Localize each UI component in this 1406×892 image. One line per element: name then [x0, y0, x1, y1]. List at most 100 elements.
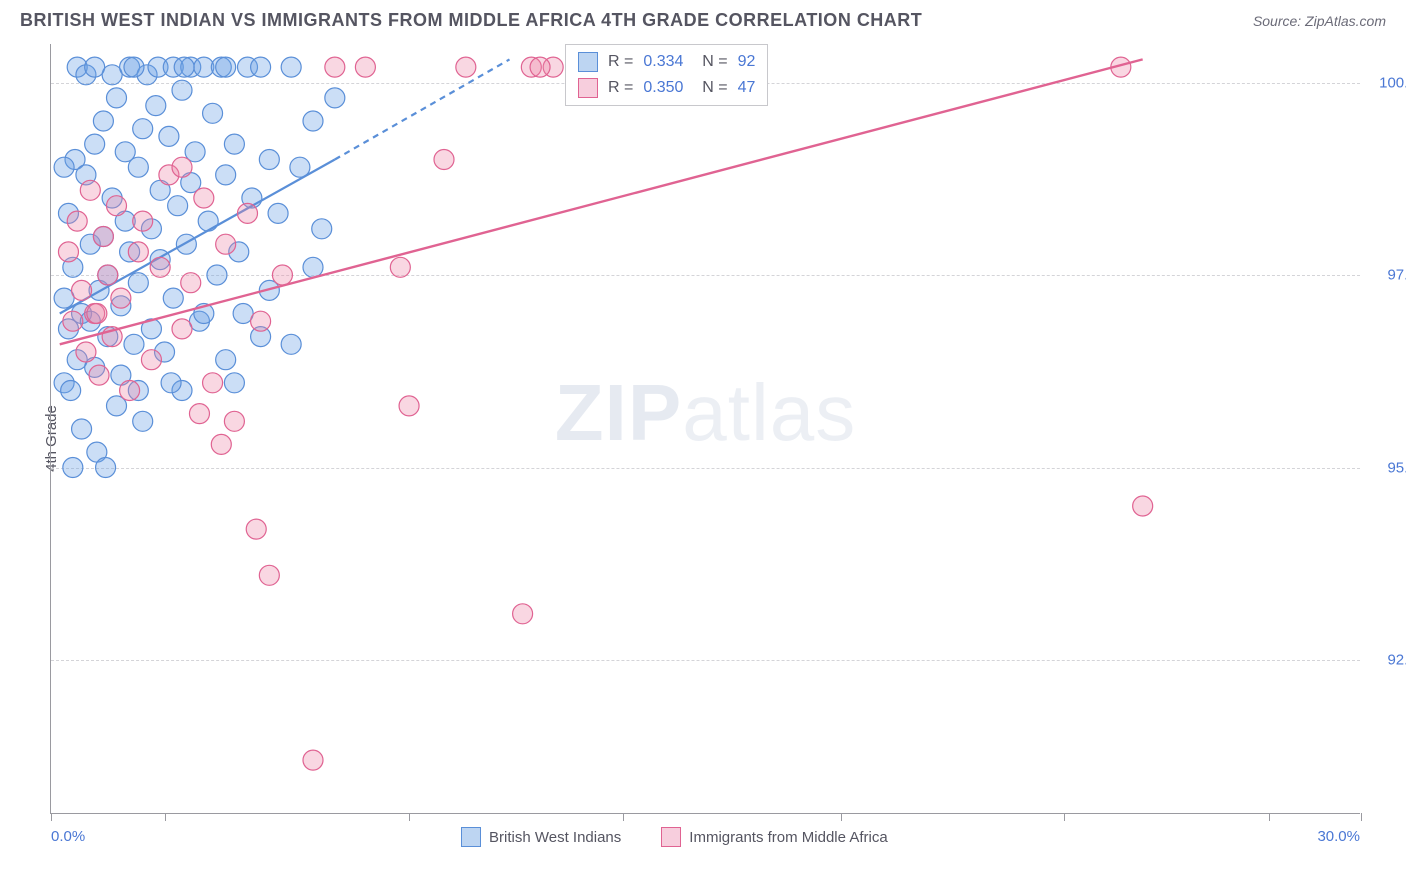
scatter-point — [259, 565, 279, 585]
scatter-point — [80, 180, 100, 200]
scatter-point — [111, 288, 131, 308]
scatter-point — [434, 150, 454, 170]
scatter-point — [54, 157, 74, 177]
x-tick — [1361, 813, 1362, 821]
scatter-point — [390, 257, 410, 277]
scatter-point — [159, 126, 179, 146]
series-legend: British West Indians Immigrants from Mid… — [461, 827, 888, 847]
scatter-point — [216, 234, 236, 254]
scatter-point — [63, 311, 83, 331]
scatter-point — [268, 203, 288, 223]
scatter-point — [456, 57, 476, 77]
scatter-point — [141, 350, 161, 370]
scatter-point — [146, 96, 166, 116]
swatch-bottom-0 — [461, 827, 481, 847]
scatter-point — [63, 458, 83, 478]
scatter-point — [238, 203, 258, 223]
swatch-bottom-1 — [661, 827, 681, 847]
legend-row-1: R = 0.334 N = 92 — [578, 49, 755, 75]
scatter-point — [128, 242, 148, 262]
scatter-point — [93, 227, 113, 247]
scatter-point — [224, 134, 244, 154]
scatter-point — [98, 265, 118, 285]
scatter-point — [133, 211, 153, 231]
scatter-point — [174, 57, 194, 77]
correlation-legend: R = 0.334 N = 92 R = 0.350 N = 47 — [565, 44, 768, 106]
x-tick — [409, 813, 410, 821]
y-tick-label: 95.0% — [1370, 459, 1406, 476]
scatter-point — [96, 458, 116, 478]
scatter-point — [303, 111, 323, 131]
chart-title: BRITISH WEST INDIAN VS IMMIGRANTS FROM M… — [20, 10, 922, 31]
scatter-point — [399, 396, 419, 416]
x-tick — [623, 813, 624, 821]
scatter-point — [181, 273, 201, 293]
x-tick — [1064, 813, 1065, 821]
scatter-point — [246, 519, 266, 539]
scatter-point — [203, 103, 223, 123]
scatter-point — [150, 257, 170, 277]
scatter-point — [161, 373, 181, 393]
scatter-point — [513, 604, 533, 624]
scatter-point — [172, 80, 192, 100]
y-tick-label: 97.5% — [1370, 267, 1406, 284]
scatter-point — [211, 434, 231, 454]
scatter-point — [124, 57, 144, 77]
scatter-point — [281, 57, 301, 77]
x-axis-max-label: 30.0% — [1317, 828, 1360, 845]
scatter-point — [176, 234, 196, 254]
scatter-point — [72, 280, 92, 300]
scatter-point — [355, 57, 375, 77]
scatter-point — [272, 265, 292, 285]
scatter-point — [124, 334, 144, 354]
scatter-point — [72, 419, 92, 439]
scatter-point — [189, 404, 209, 424]
scatter-svg — [51, 44, 1360, 813]
plot-area: 92.5%95.0%97.5%100.0% ZIPatlas R = 0.334… — [50, 44, 1360, 814]
scatter-point — [325, 88, 345, 108]
scatter-point — [76, 342, 96, 362]
scatter-point — [67, 211, 87, 231]
y-tick-label: 100.0% — [1370, 74, 1406, 91]
scatter-point — [128, 273, 148, 293]
scatter-point — [85, 57, 105, 77]
scatter-point — [251, 311, 271, 331]
legend-item-0: British West Indians — [461, 827, 621, 847]
scatter-point — [87, 304, 107, 324]
scatter-point — [259, 150, 279, 170]
scatter-point — [163, 288, 183, 308]
scatter-point — [251, 57, 271, 77]
swatch-series-0 — [578, 52, 598, 72]
x-tick — [1269, 813, 1270, 821]
x-tick — [51, 813, 52, 821]
scatter-point — [325, 57, 345, 77]
scatter-point — [107, 196, 127, 216]
scatter-point — [216, 350, 236, 370]
scatter-point — [303, 257, 323, 277]
scatter-point — [224, 373, 244, 393]
swatch-series-1 — [578, 78, 598, 98]
x-axis-min-label: 0.0% — [51, 828, 85, 845]
chart-header: BRITISH WEST INDIAN VS IMMIGRANTS FROM M… — [0, 0, 1406, 39]
scatter-point — [194, 188, 214, 208]
scatter-point — [85, 134, 105, 154]
scatter-point — [312, 219, 332, 239]
scatter-point — [207, 265, 227, 285]
scatter-point — [120, 381, 140, 401]
chart-source: Source: ZipAtlas.com — [1253, 13, 1386, 29]
legend-item-1: Immigrants from Middle Africa — [661, 827, 887, 847]
scatter-point — [530, 57, 550, 77]
scatter-point — [1133, 496, 1153, 516]
scatter-point — [172, 157, 192, 177]
scatter-point — [128, 157, 148, 177]
scatter-point — [224, 411, 244, 431]
scatter-point — [107, 88, 127, 108]
scatter-point — [168, 196, 188, 216]
scatter-point — [133, 411, 153, 431]
y-tick-label: 92.5% — [1370, 652, 1406, 669]
scatter-point — [216, 165, 236, 185]
x-tick — [165, 813, 166, 821]
scatter-point — [133, 119, 153, 139]
scatter-point — [303, 750, 323, 770]
scatter-point — [198, 211, 218, 231]
